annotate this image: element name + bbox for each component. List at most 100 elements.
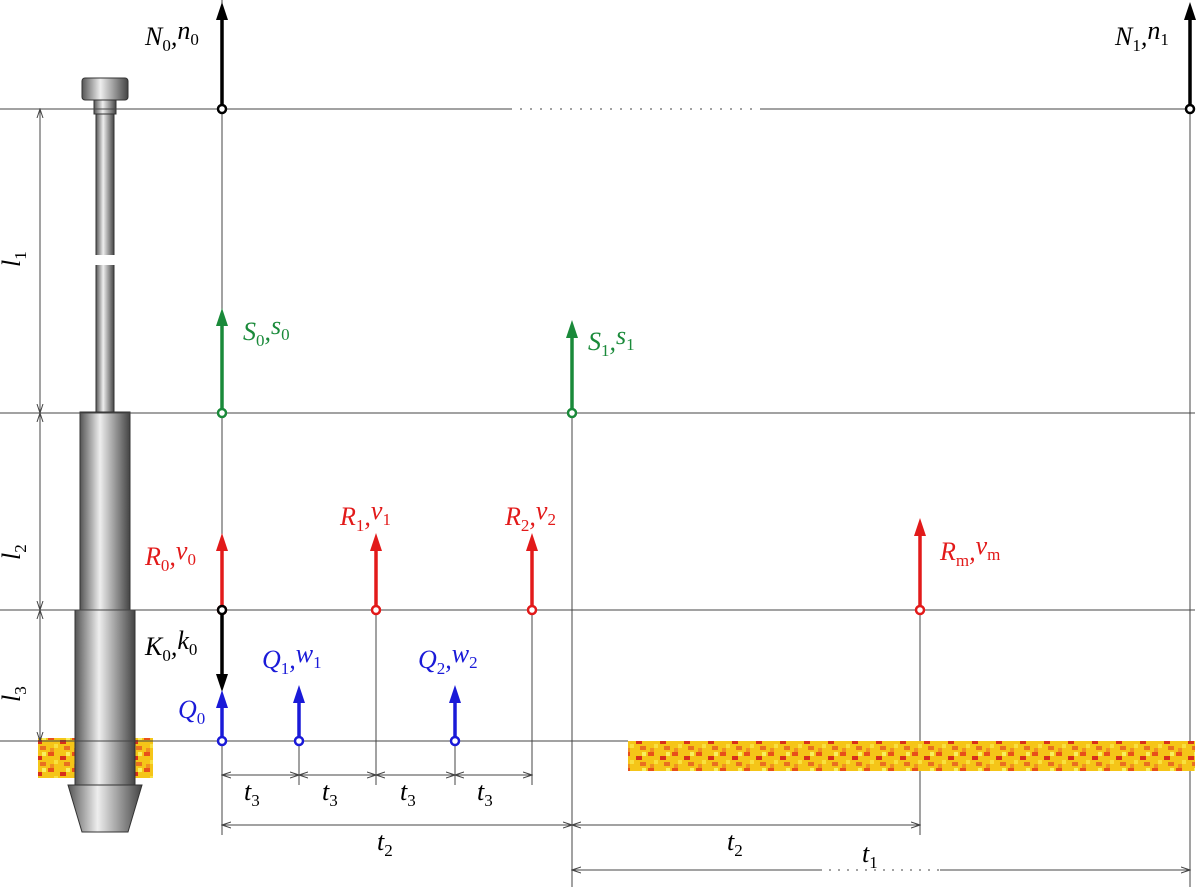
- node: [566, 407, 578, 419]
- subscript: 3: [407, 791, 416, 810]
- unit: v: [371, 496, 383, 525]
- unit-subscript: 2: [469, 653, 478, 672]
- vector-label: Q0: [178, 695, 205, 728]
- subscript: 1: [1132, 36, 1141, 55]
- dimension-label: t2: [377, 827, 393, 860]
- dimension-label: l3: [0, 686, 30, 702]
- vector-label: N1,n1: [1114, 16, 1169, 55]
- subscript: 3: [251, 791, 260, 810]
- symbol: Q: [262, 645, 281, 674]
- symbol: l: [0, 695, 26, 702]
- arrowhead: [216, 674, 228, 692]
- symbol: l: [0, 260, 26, 267]
- drill-string: [38, 77, 153, 833]
- subscript: 2: [521, 516, 530, 535]
- arrowhead: [566, 320, 578, 338]
- subscript: 0: [162, 36, 171, 55]
- symbol: R: [144, 542, 161, 571]
- vector-label: S0,s0: [243, 311, 290, 350]
- dimension-label: l1: [0, 251, 30, 267]
- separator: ,: [969, 537, 976, 566]
- arrowhead: [449, 685, 461, 703]
- separator: ,: [169, 542, 176, 571]
- symbol: S: [588, 327, 601, 356]
- dimension-label: t1: [862, 839, 878, 872]
- arrowhead: [216, 690, 228, 708]
- node: [216, 735, 228, 747]
- arrowhead: [293, 685, 305, 703]
- unit: w: [296, 639, 314, 668]
- separator: ,: [289, 645, 296, 674]
- node: [293, 735, 305, 747]
- unit-subscript: 0: [189, 640, 198, 659]
- symbol: N: [144, 22, 164, 51]
- arrowhead: [1184, 2, 1196, 20]
- symbol: t: [477, 777, 485, 806]
- dimension-label: t3: [400, 777, 416, 810]
- symbol: N: [1114, 22, 1134, 51]
- unit: k: [177, 626, 189, 655]
- node: [216, 407, 228, 419]
- symbol: t: [377, 827, 385, 856]
- vector-label: Q2,w2: [418, 639, 478, 678]
- subscript: 0: [197, 709, 206, 728]
- unit-subscript: 1: [626, 335, 635, 354]
- separator: ,: [445, 645, 452, 674]
- vector-label: S1,s1: [588, 321, 635, 360]
- arrowhead: [526, 533, 538, 551]
- subscript: m: [956, 551, 969, 570]
- vector-label: K0,k0: [144, 626, 197, 665]
- node: [370, 604, 382, 616]
- arrowhead: [370, 533, 382, 551]
- subscript: 3: [484, 791, 493, 810]
- separator: ,: [1141, 22, 1148, 51]
- subscript: 2: [437, 659, 446, 678]
- unit: v: [536, 496, 548, 525]
- subscript: 1: [356, 516, 365, 535]
- symbol: t: [322, 777, 330, 806]
- arrowhead: [216, 533, 228, 551]
- symbol: Q: [418, 645, 437, 674]
- subscript: 0: [256, 331, 265, 350]
- vector-label: Rm,vm: [939, 531, 1000, 570]
- dimension-label: t3: [477, 777, 493, 810]
- subscript: 1: [11, 251, 30, 260]
- unit: s: [616, 321, 626, 350]
- arrowhead: [216, 2, 228, 20]
- subscript: 1: [281, 659, 290, 678]
- symbol: Q: [178, 695, 197, 724]
- subscript: 1: [869, 853, 878, 872]
- unit: n: [1147, 16, 1160, 45]
- unit-subscript: 0: [187, 550, 196, 569]
- symbol: K: [144, 632, 164, 661]
- unit: n: [177, 16, 190, 45]
- subscript: 0: [162, 646, 171, 665]
- vector-label: R1,v1: [339, 496, 391, 535]
- subscript: 3: [329, 791, 338, 810]
- unit-subscript: 1: [313, 653, 322, 672]
- symbol: t: [400, 777, 408, 806]
- node: [216, 604, 228, 616]
- arrowhead: [914, 518, 926, 536]
- unit: v: [976, 531, 988, 560]
- node: [526, 604, 538, 616]
- symbol: l: [0, 553, 26, 560]
- node: [914, 604, 926, 616]
- dimension-label: l2: [0, 544, 30, 560]
- subscript: 2: [384, 841, 393, 860]
- subscript: 0: [161, 556, 170, 575]
- unit: s: [271, 311, 281, 340]
- unit: v: [176, 536, 188, 565]
- symbol: R: [504, 502, 521, 531]
- node: [216, 103, 228, 115]
- symbol: S: [243, 317, 256, 346]
- symbol: R: [339, 502, 356, 531]
- separator: ,: [610, 327, 617, 356]
- vector-label: N0,n0: [144, 16, 199, 55]
- separator: ,: [171, 22, 178, 51]
- subscript: 1: [601, 341, 610, 360]
- dimension-label: t3: [322, 777, 338, 810]
- node: [449, 735, 461, 747]
